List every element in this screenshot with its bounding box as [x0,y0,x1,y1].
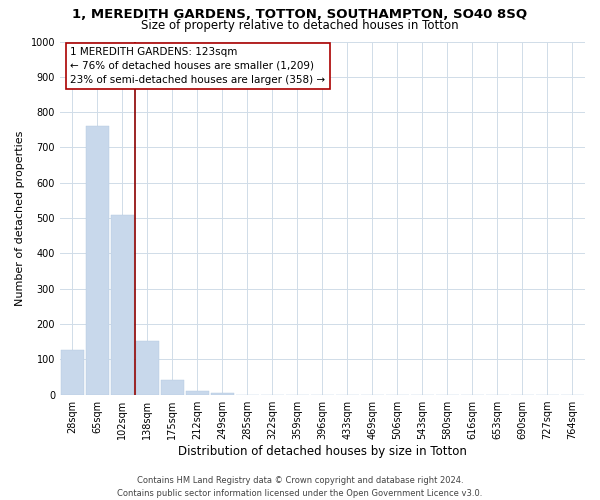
Bar [111,214,134,394]
Bar [61,350,83,395]
Text: Size of property relative to detached houses in Totton: Size of property relative to detached ho… [141,19,459,32]
Text: 1 MEREDITH GARDENS: 123sqm
← 76% of detached houses are smaller (1,209)
23% of s: 1 MEREDITH GARDENS: 123sqm ← 76% of deta… [70,47,326,85]
Bar [186,391,209,394]
X-axis label: Distribution of detached houses by size in Totton: Distribution of detached houses by size … [178,444,467,458]
Bar [161,380,184,394]
Bar [136,341,158,394]
Bar [86,126,109,394]
Text: 1, MEREDITH GARDENS, TOTTON, SOUTHAMPTON, SO40 8SQ: 1, MEREDITH GARDENS, TOTTON, SOUTHAMPTON… [73,8,527,20]
Text: Contains HM Land Registry data © Crown copyright and database right 2024.
Contai: Contains HM Land Registry data © Crown c… [118,476,482,498]
Y-axis label: Number of detached properties: Number of detached properties [15,130,25,306]
Bar [211,393,233,394]
